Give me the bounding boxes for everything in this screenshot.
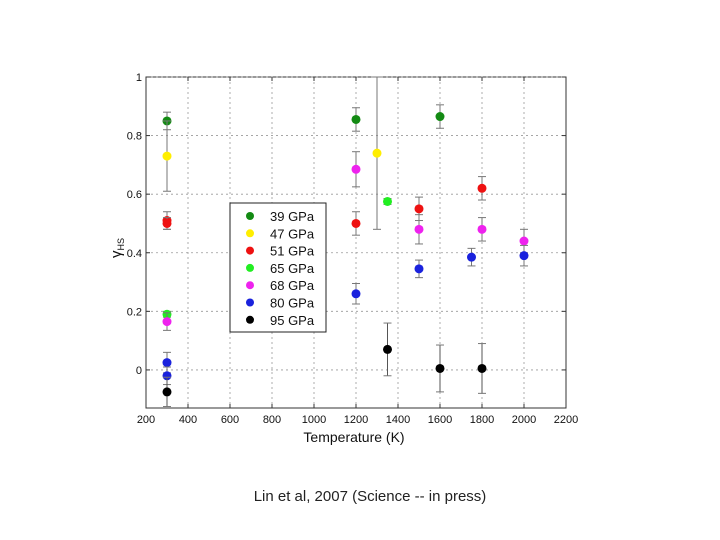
data-point [383, 344, 392, 354]
data-point [477, 363, 487, 373]
x-tick-label: 1000 [302, 414, 326, 426]
legend-marker [246, 246, 254, 255]
caption: Lin et al, 2007 (Science -- in press) [253, 488, 487, 505]
legend-marker [246, 229, 254, 238]
svg-text:γHS: γHS [108, 238, 126, 258]
legend-label: 68 GPa [270, 278, 315, 293]
data-point [383, 196, 392, 206]
data-point [162, 358, 172, 368]
x-tick-label: 800 [263, 414, 281, 426]
x-tick-label: 2000 [512, 414, 536, 426]
series-68-gpa [162, 151, 529, 331]
y-tick-label: 0.4 [127, 248, 142, 260]
data-point [351, 164, 361, 174]
data-point [435, 363, 445, 373]
x-tick-label: 2200 [554, 414, 578, 426]
legend-marker [246, 298, 254, 307]
series-51-gpa [162, 176, 487, 236]
data-point [519, 251, 529, 261]
data-point [519, 236, 529, 246]
y-tick-label: 0.8 [127, 131, 142, 143]
data-point [477, 183, 487, 193]
x-axis-label: Temperature (K) [303, 429, 404, 445]
y-tick-label: 1 [136, 72, 142, 84]
data-point [414, 204, 424, 214]
data-point [351, 289, 361, 299]
legend-label: 39 GPa [270, 209, 315, 224]
x-tick-label: 400 [179, 414, 197, 426]
y-tick-label: 0.2 [127, 306, 142, 318]
legend-box [229, 202, 327, 333]
series-47-gpa [162, 76, 382, 230]
y-tick-label: 0 [136, 365, 142, 377]
x-tick-label: 1200 [344, 414, 368, 426]
legend-marker [246, 212, 254, 220]
data-point [351, 114, 361, 124]
legend: 39 GPa 47 GPa 51 GPa 65 GPa 68 GPa 80 GPa 95 G… [229, 202, 327, 333]
legend-label: 47 GPa [270, 226, 315, 241]
legend-marker [246, 315, 254, 324]
legend-label: 51 GPa [270, 244, 315, 259]
data-point [162, 387, 172, 397]
x-tick-label: 1400 [386, 414, 410, 426]
data-point [162, 218, 172, 228]
data-point [467, 252, 476, 262]
legend-label: 65 GPa [270, 261, 315, 276]
x-tick-label: 1800 [470, 414, 494, 426]
x-tick-label: 600 [221, 414, 239, 426]
data-point [477, 224, 487, 234]
data-point [162, 317, 172, 327]
y-axis-label: γHS [108, 238, 126, 258]
data-point [372, 148, 382, 158]
legend-label: 95 GPa [270, 313, 315, 328]
data-point [351, 218, 361, 228]
x-tick-label: 200 [137, 414, 155, 426]
x-tick-label: 1600 [428, 414, 452, 426]
legend-marker [246, 263, 254, 272]
data-point [414, 264, 424, 274]
data-point [435, 112, 445, 122]
data-point [414, 224, 424, 234]
series-80-gpa [162, 244, 529, 386]
data-point [162, 371, 172, 381]
y-tick-label: 0.6 [127, 189, 142, 201]
series-95-gpa [162, 322, 487, 408]
data-point [162, 151, 172, 161]
legend-marker [246, 281, 254, 290]
legend-label: 80 GPa [270, 296, 315, 311]
